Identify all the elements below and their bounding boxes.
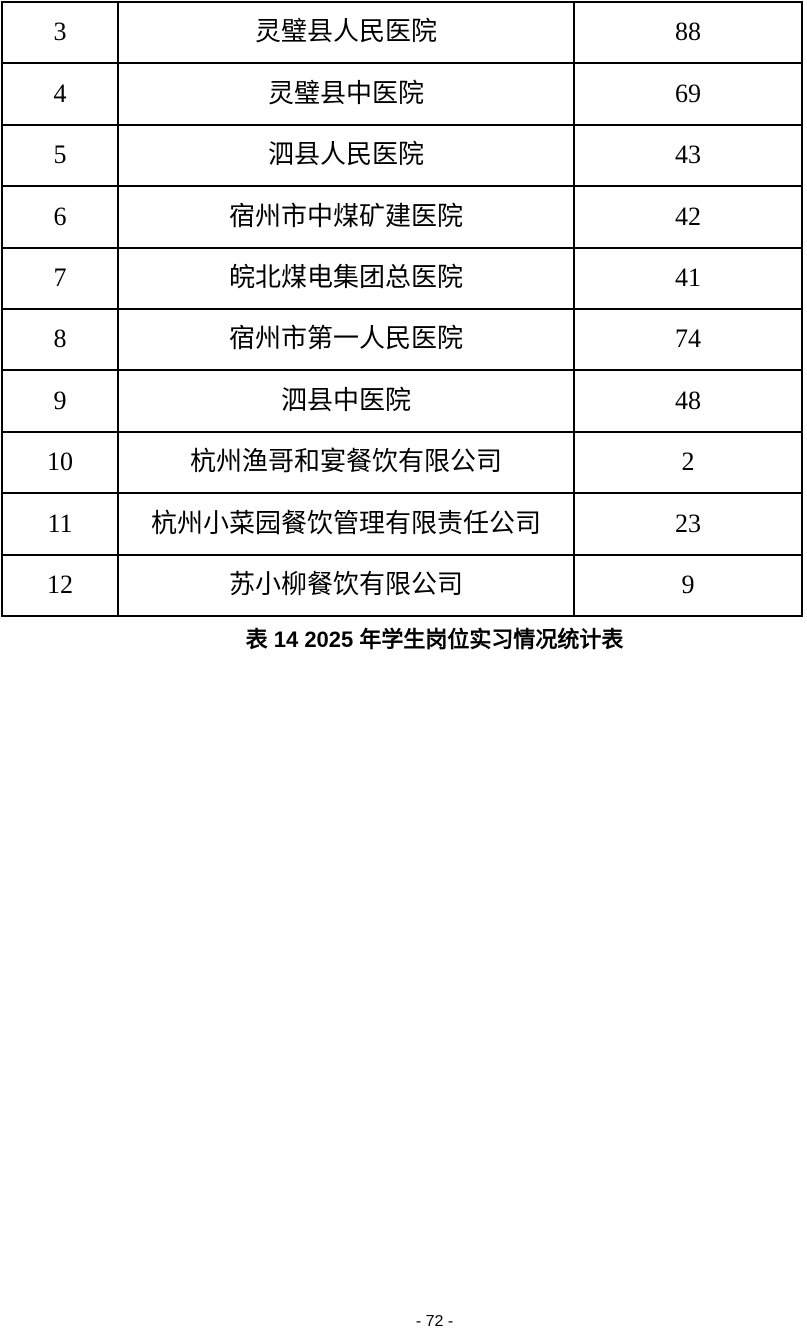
table-row: 3 灵璧县人民医院 88 (1, 0, 803, 65)
organization-name-cell: 苏小柳餐饮有限公司 (117, 553, 575, 617)
table-row: 9 泗县中医院 48 (1, 369, 803, 433)
student-count-cell: 9 (573, 553, 803, 617)
organization-name-cell: 杭州渔哥和宴餐饮有限公司 (117, 430, 575, 495)
row-number-cell: 4 (1, 62, 119, 126)
organization-name-cell: 泗县中医院 (117, 369, 575, 433)
table-row: 5 泗县人民医院 43 (1, 123, 803, 188)
student-count-cell: 2 (573, 430, 803, 495)
student-count-cell: 69 (573, 62, 803, 126)
row-number-cell: 9 (1, 369, 119, 433)
student-count-cell: 88 (573, 0, 803, 65)
organization-name-cell: 杭州小菜园餐饮管理有限责任公司 (117, 492, 575, 556)
student-count-cell: 23 (573, 492, 803, 556)
row-number-cell: 7 (1, 246, 119, 310)
organization-name-cell: 宿州市第一人民医院 (117, 307, 575, 372)
row-number-cell: 6 (1, 185, 119, 249)
organization-name-cell: 灵璧县中医院 (117, 62, 575, 126)
table-row: 7 皖北煤电集团总医院 41 (1, 246, 803, 310)
table-row: 6 宿州市中煤矿建医院 42 (1, 185, 803, 249)
student-count-cell: 41 (573, 246, 803, 310)
row-number-cell: 12 (1, 553, 119, 617)
row-number-cell: 5 (1, 123, 119, 188)
table-row: 4 灵璧县中医院 69 (1, 62, 803, 126)
page-number: - 72 - (415, 1313, 454, 1330)
row-number-cell: 8 (1, 307, 119, 372)
organization-name-cell: 皖北煤电集团总医院 (117, 246, 575, 310)
table-row: 12 苏小柳餐饮有限公司 9 (1, 553, 803, 617)
student-count-cell: 74 (573, 307, 803, 372)
table-row: 10 杭州渔哥和宴餐饮有限公司 2 (1, 430, 803, 495)
student-count-cell: 43 (573, 123, 803, 188)
table-row: 11 杭州小菜园餐饮管理有限责任公司 23 (1, 492, 803, 556)
organization-name-cell: 泗县人民医院 (117, 123, 575, 188)
student-count-cell: 48 (573, 369, 803, 433)
table-caption: 表 14 2025 年学生岗位实习情况统计表 (245, 627, 624, 652)
student-count-cell: 42 (573, 185, 803, 249)
internship-stats-table: 3 灵璧县人民医院 88 4 灵璧县中医院 69 5 泗县人民医院 43 6 宿… (1, 0, 803, 617)
organization-name-cell: 灵璧县人民医院 (117, 0, 575, 65)
row-number-cell: 10 (1, 430, 119, 495)
row-number-cell: 3 (1, 0, 119, 65)
row-number-cell: 11 (1, 492, 119, 556)
table-row: 8 宿州市第一人民医院 74 (1, 307, 803, 372)
organization-name-cell: 宿州市中煤矿建医院 (117, 185, 575, 249)
